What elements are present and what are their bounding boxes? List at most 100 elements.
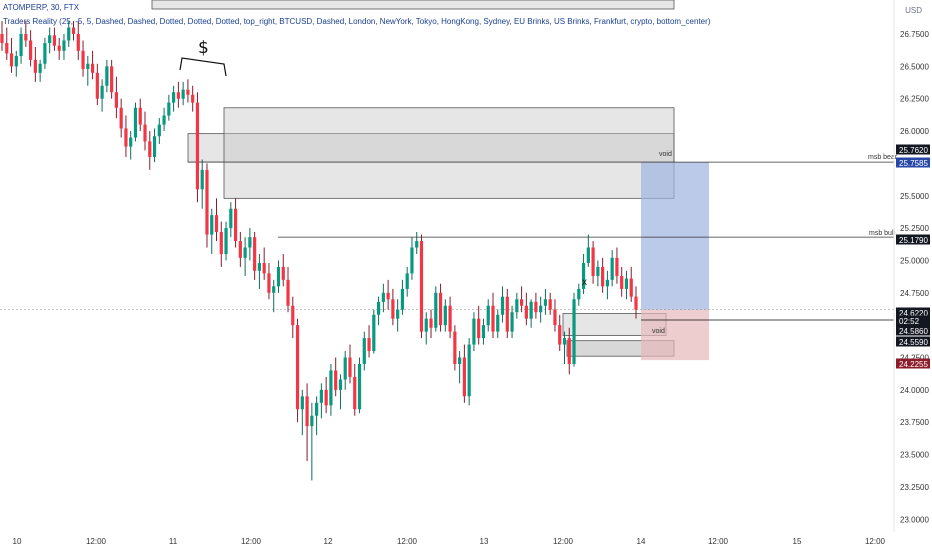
candle-body: [601, 266, 605, 287]
candle-body: [458, 357, 462, 364]
candle-body: [310, 415, 314, 427]
price-tag-label: 25.1790: [899, 236, 928, 245]
candle-body: [86, 63, 90, 69]
void-label-bottom: void: [652, 328, 665, 335]
candle-body: [357, 363, 362, 410]
msb-bull-label: msb bull: [869, 230, 896, 237]
candle-body: [253, 237, 257, 271]
candle-body: [624, 278, 629, 289]
candle-body: [200, 169, 204, 190]
candle-body: [362, 338, 366, 364]
candle-body: [496, 314, 500, 332]
candle-body: [505, 296, 509, 332]
candle-body: [376, 301, 381, 315]
price-tick-label: 24.7500: [900, 289, 929, 298]
candle-body: [634, 296, 638, 310]
candle-body: [596, 266, 600, 276]
candle-body: [434, 292, 438, 328]
void-label-top: void: [659, 151, 672, 158]
candle-body: [90, 63, 95, 73]
candle-body: [172, 92, 176, 103]
candle-body: [257, 263, 262, 271]
candle-body: [400, 288, 405, 310]
candle-body: [615, 257, 619, 276]
candle-body: [62, 40, 66, 51]
candle-body: [410, 247, 414, 274]
candle-body: [391, 299, 395, 319]
candle-body: [367, 338, 371, 352]
candle-body: [276, 266, 281, 287]
indicator-legend[interactable]: Traders Reality (25, -5, 5, Dashed, Dash…: [3, 17, 711, 26]
candle-body: [562, 338, 567, 345]
candle-body: [0, 34, 4, 44]
price-tick-label: 26.0000: [900, 127, 929, 136]
candle-body: [338, 379, 343, 390]
price-tick-label: 26.5000: [900, 62, 929, 71]
candle-body: [372, 314, 376, 352]
price-tag-label: 24.2255: [899, 360, 928, 369]
candle-body: [186, 89, 190, 95]
candle-body: [348, 357, 352, 377]
candle-body: [119, 107, 123, 129]
candle-body: [438, 292, 443, 326]
symbol-title[interactable]: ATOMPERP, 30, FTX: [3, 3, 80, 12]
candle-body: [586, 247, 590, 264]
x-mark: x: [582, 277, 587, 288]
time-tick-label: 12: [324, 537, 333, 546]
candle-body: [353, 376, 357, 410]
candle-body: [238, 241, 242, 258]
candle-body: [295, 325, 300, 410]
candle-body: [462, 357, 466, 397]
price-tag: [896, 157, 930, 168]
candle-body: [486, 305, 490, 326]
currency-label: USD: [905, 6, 922, 15]
price-tick-label: 24.2500: [900, 354, 929, 363]
candle-body: [181, 89, 185, 99]
level-layer: [0, 161, 894, 321]
candle-body: [267, 273, 271, 293]
candle-body: [133, 107, 138, 138]
time-tick-label: 12:00: [397, 537, 418, 546]
candle-body: [157, 124, 161, 137]
candle-body: [29, 40, 33, 60]
candle-body: [286, 279, 290, 306]
candle-body: [324, 389, 328, 406]
candle-body: [343, 357, 347, 380]
candle-body: [477, 318, 481, 339]
price-tick-label: 26.7500: [900, 30, 929, 39]
candle-body: [415, 241, 419, 248]
candle-body: [424, 318, 428, 332]
price-tag: [896, 315, 930, 326]
candle-body: [5, 43, 9, 54]
candle-body: [539, 305, 543, 313]
candle-body: [176, 92, 180, 99]
candle-body: [491, 305, 495, 332]
candle-body: [138, 107, 142, 125]
candle-body: [515, 299, 519, 313]
price-tick-label: 25.0000: [900, 256, 929, 265]
candle-body: [281, 266, 285, 280]
time-axis[interactable]: 10 12:00 11 12:00 12 12:00 13 12:00 14 12:00 15 12:…: [13, 537, 886, 546]
candle-body: [443, 305, 447, 326]
candle-body: [577, 288, 581, 300]
candle-body: [148, 141, 152, 157]
candle-body: [95, 72, 99, 99]
candle-body: [229, 208, 233, 229]
candle-body: [500, 296, 505, 315]
candle-body: [52, 35, 57, 46]
candle-body: [291, 305, 295, 326]
candle-body: [386, 292, 390, 300]
candle-body: [419, 241, 424, 332]
supply-demand-zone: [223, 107, 675, 199]
candle-body: [319, 389, 323, 403]
price-tick-label: 25.2500: [900, 224, 929, 233]
candle-body: [248, 237, 252, 248]
dollar-label: $: [198, 38, 209, 58]
price-tick-label: 25.5000: [900, 192, 929, 201]
price-tag-label: 24.5860: [899, 327, 928, 336]
candle-body: [396, 309, 400, 319]
candle-body: [524, 305, 528, 319]
price-tag: [896, 144, 930, 155]
time-tick-label: 12:00: [553, 537, 574, 546]
